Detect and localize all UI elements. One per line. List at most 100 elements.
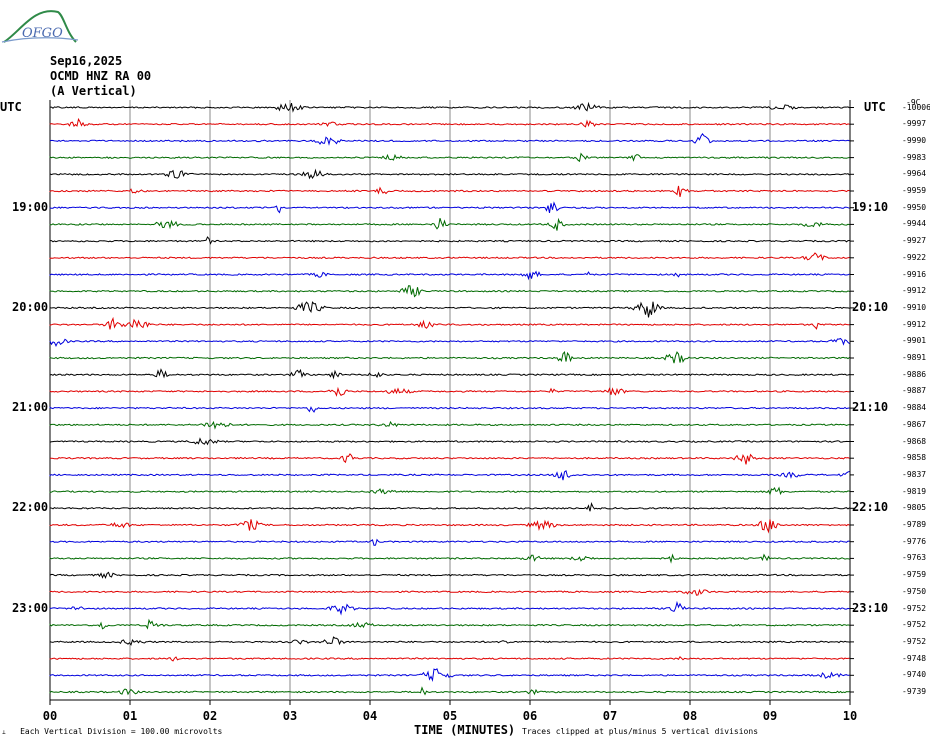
hour-label-left: 20:00 [12, 299, 49, 314]
clip-note: Traces clipped at plus/minus 5 vertical … [522, 727, 759, 736]
station-label: OCMD HNZ RA 00 [50, 69, 152, 83]
trace-count-label: -9959 [902, 186, 927, 195]
seismic-trace [49, 656, 850, 662]
seismic-trace [49, 519, 850, 534]
trace-count-label: -9759 [902, 570, 927, 580]
seismic-trace [49, 337, 850, 347]
seismic-trace [49, 270, 850, 281]
trace-count-label: -9901 [902, 336, 927, 346]
hour-label-right: 21:10 [852, 400, 889, 415]
trace-count-label: -9910 [902, 302, 927, 312]
seismic-trace [49, 117, 850, 128]
trace-count-label: -9916 [902, 269, 927, 279]
x-tick-label: 01 [122, 709, 138, 723]
seismic-trace [49, 152, 850, 163]
seismic-trace [49, 301, 850, 318]
seismic-trace [49, 236, 850, 245]
trace-count-label: -9858 [902, 453, 927, 463]
scale-note: ⟂ Each Vertical Division = 100.00 microv… [2, 727, 223, 736]
trace-count-label: -9886 [902, 369, 927, 379]
trace-count-label: -9763 [902, 553, 927, 563]
x-tick-label: 09 [762, 709, 778, 723]
seismic-trace [49, 185, 850, 198]
counts-header: -9C [906, 98, 921, 107]
x-tick-label: 05 [442, 709, 458, 723]
hour-label-right: 23:10 [852, 600, 889, 615]
trace-count-label: -9837 [902, 469, 927, 479]
seismic-trace [49, 686, 850, 696]
seismic-trace [49, 252, 850, 262]
seismic-trace [49, 469, 850, 481]
trace-count-label: -9950 [902, 202, 927, 212]
seismic-trace [49, 420, 850, 430]
seismic-trace [49, 486, 850, 496]
seismic-trace [49, 132, 850, 146]
seismic-trace [49, 201, 850, 214]
trace-count-label: -9868 [902, 436, 927, 446]
seismic-trace [49, 285, 850, 298]
trace-count-label: -9748 [902, 653, 927, 663]
x-tick-label: 04 [362, 709, 378, 723]
trace-count-label: -9752 [902, 636, 927, 646]
trace-count-label: -9912 [902, 286, 927, 296]
x-tick-label: 10 [842, 709, 858, 723]
trace-count-label: -9819 [902, 486, 927, 496]
trace-count-label: -9805 [902, 503, 927, 513]
seismic-trace [49, 217, 850, 231]
utc-label-left: UTC [0, 100, 22, 114]
hour-label-right: 22:10 [852, 500, 889, 515]
seismic-trace [49, 501, 850, 512]
x-tick-label: 06 [522, 709, 538, 723]
x-tick-label: 07 [602, 709, 618, 723]
trace-count-label: -10006 [902, 102, 930, 112]
trace-count-label: -9752 [902, 603, 927, 613]
seismic-trace [49, 553, 850, 564]
seismic-trace [49, 668, 850, 682]
seismic-trace [49, 316, 850, 330]
date-label: Sep16,2025 [50, 54, 123, 68]
seismic-trace [49, 618, 850, 630]
logo-text: OFGO [22, 26, 63, 41]
hour-label-left: 23:00 [12, 600, 49, 615]
seismic-trace [49, 600, 850, 616]
x-tick-label: 02 [202, 709, 218, 723]
seismic-trace [49, 588, 850, 596]
x-axis-label: TIME (MINUTES) [414, 723, 516, 737]
trace-count-label: -9867 [902, 419, 927, 429]
trace-count-label: -9990 [902, 135, 927, 145]
trace-count-label: -9750 [902, 586, 927, 596]
ofgo-logo [1, 10, 79, 43]
x-tick-label: 00 [42, 709, 58, 723]
trace-count-label: -9740 [902, 670, 927, 680]
trace-count-label: -9891 [902, 353, 927, 362]
hour-label-right: 20:10 [852, 299, 889, 314]
trace-count-label: -9884 [902, 403, 927, 413]
scale-text: Each Vertical Division = 100.00 microvol… [20, 727, 223, 736]
trace-count-label: -9983 [902, 152, 927, 162]
trace-count-label: -9752 [902, 620, 927, 630]
seismic-trace [49, 368, 850, 380]
trace-count-label: -9964 [902, 169, 927, 179]
seismic-trace [49, 437, 850, 446]
seismic-trace [49, 351, 850, 364]
trace-count-label: -9789 [902, 520, 927, 529]
hour-label-left: 22:00 [12, 500, 49, 515]
utc-label-right: UTC [864, 100, 886, 114]
trace-count-label: -9944 [902, 219, 927, 229]
trace-count-label: -9776 [902, 536, 927, 546]
seismic-trace [49, 406, 850, 413]
seismic-trace [49, 636, 850, 646]
trace-count-label: -9912 [902, 319, 927, 329]
trace-count-label: -9997 [902, 119, 927, 129]
trace-count-label: -9927 [902, 236, 927, 246]
hour-label-left: 19:00 [12, 199, 49, 214]
seismic-trace [49, 571, 850, 580]
seismic-trace [49, 168, 850, 180]
hour-label-right: 19:10 [852, 199, 889, 214]
x-tick-label: 08 [682, 709, 698, 723]
seismic-trace [49, 538, 850, 546]
component-label: (A Vertical) [50, 84, 137, 98]
trace-count-label: -9922 [902, 252, 927, 262]
x-tick-label: 03 [282, 709, 298, 723]
